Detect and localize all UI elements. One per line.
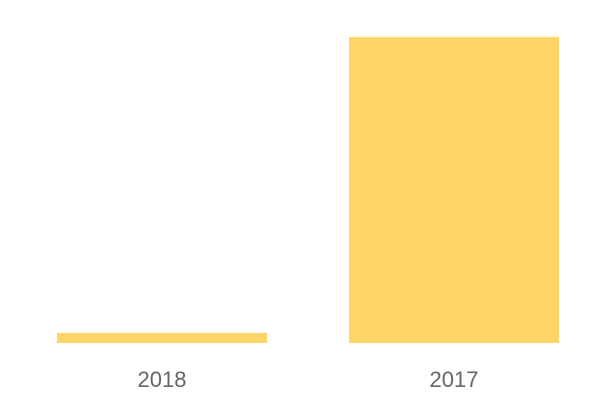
x-tick-label-2017: 2017 [430, 367, 479, 392]
bar-2018 [57, 332, 267, 343]
x-tick-label-2018: 2018 [138, 367, 187, 392]
bar-2017 [349, 37, 559, 343]
